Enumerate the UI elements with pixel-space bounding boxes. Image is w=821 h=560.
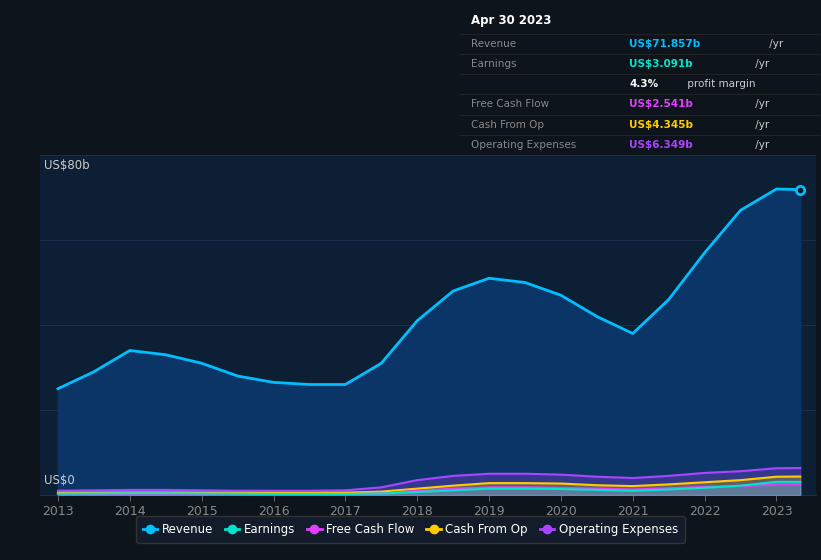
Text: US$80b: US$80b: [44, 159, 89, 172]
Text: US$4.345b: US$4.345b: [629, 120, 693, 130]
Text: /yr: /yr: [752, 140, 769, 150]
Text: US$2.541b: US$2.541b: [629, 100, 693, 109]
Text: US$71.857b: US$71.857b: [629, 39, 700, 49]
Text: Cash From Op: Cash From Op: [470, 120, 544, 130]
Text: US$6.349b: US$6.349b: [629, 140, 693, 150]
Text: Apr 30 2023: Apr 30 2023: [470, 15, 551, 27]
Text: profit margin: profit margin: [684, 79, 755, 89]
Text: /yr: /yr: [752, 120, 769, 130]
Text: Free Cash Flow: Free Cash Flow: [470, 100, 549, 109]
Text: /yr: /yr: [752, 100, 769, 109]
Text: US$0: US$0: [44, 474, 75, 487]
Text: Operating Expenses: Operating Expenses: [470, 140, 576, 150]
Text: /yr: /yr: [752, 59, 769, 69]
Text: US$3.091b: US$3.091b: [629, 59, 693, 69]
Legend: Revenue, Earnings, Free Cash Flow, Cash From Op, Operating Expenses: Revenue, Earnings, Free Cash Flow, Cash …: [136, 516, 685, 543]
Text: 4.3%: 4.3%: [629, 79, 658, 89]
Text: Revenue: Revenue: [470, 39, 516, 49]
Text: Earnings: Earnings: [470, 59, 516, 69]
Text: /yr: /yr: [766, 39, 783, 49]
